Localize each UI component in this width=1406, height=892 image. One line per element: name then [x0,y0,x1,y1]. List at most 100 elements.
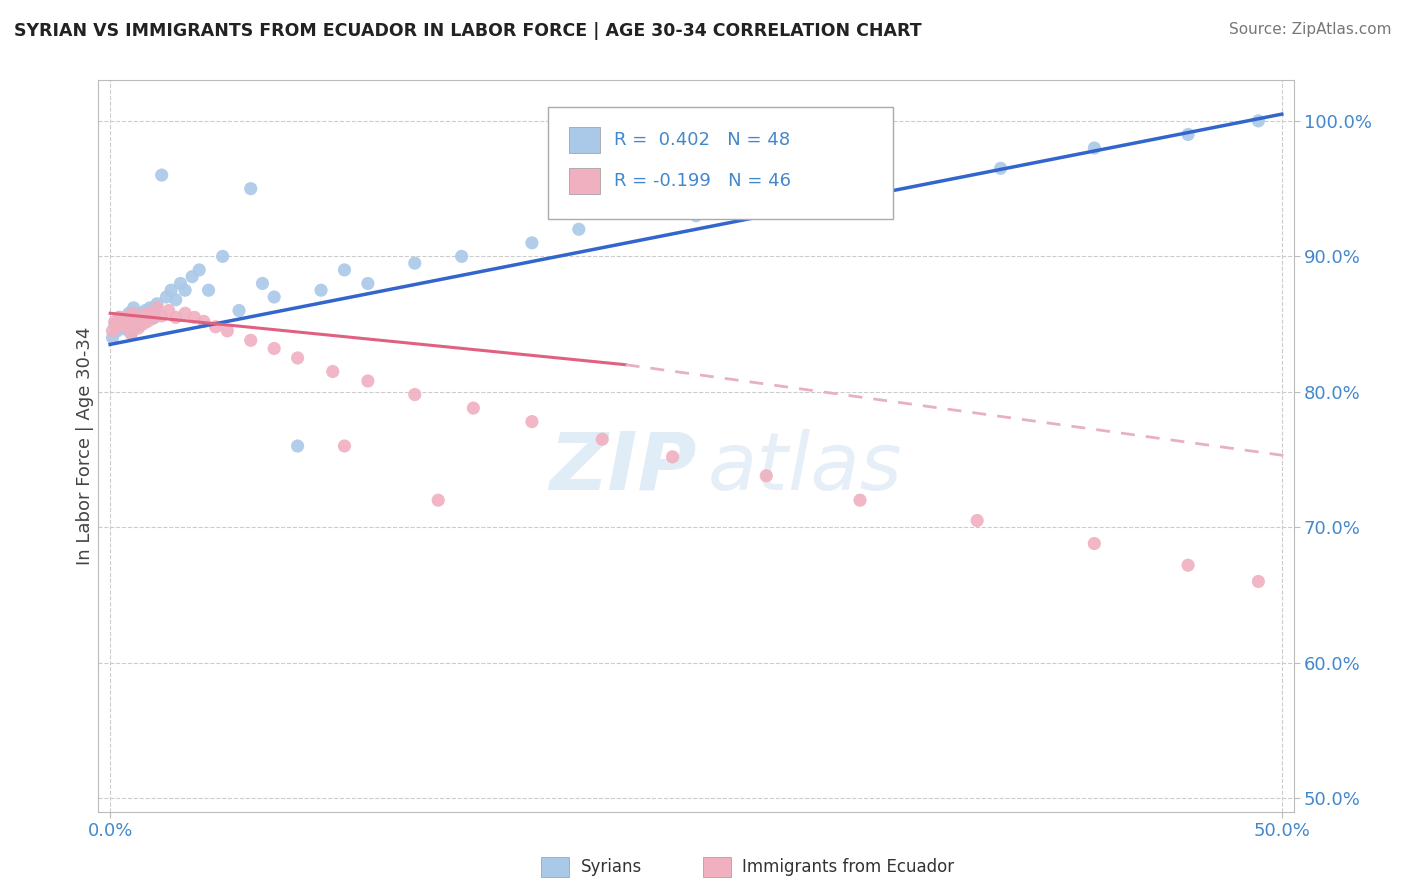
Point [127,318,149,333]
Point [591,432,613,446]
Point [129,306,152,320]
Point [685,209,707,223]
Point [1083,141,1105,155]
Point [174,306,197,320]
Point [193,314,215,328]
Point [122,301,145,315]
Point [165,310,187,325]
Point [322,364,344,378]
Text: Syrians: Syrians [581,858,643,876]
Point [139,306,162,320]
Point [188,263,211,277]
Point [141,311,163,326]
Point [150,309,173,323]
Point [1177,558,1199,573]
Point [105,319,128,334]
Point [111,317,134,331]
Point [197,283,219,297]
Point [801,168,824,182]
Point [111,319,134,334]
Point [239,334,262,348]
Point [520,415,543,429]
Point [134,303,156,318]
Point [115,319,138,334]
Point [146,301,169,315]
Text: R =  0.402   N = 48: R = 0.402 N = 48 [614,131,790,149]
Point [132,314,155,328]
Point [125,314,148,328]
Point [568,222,591,236]
Point [101,324,124,338]
Point [143,310,166,325]
Point [112,314,135,328]
Point [252,277,274,291]
Point [357,374,380,388]
Point [661,450,683,464]
Point [155,290,177,304]
Point [136,314,159,328]
Point [755,468,778,483]
Text: SYRIAN VS IMMIGRANTS FROM ECUADOR IN LABOR FORCE | AGE 30-34 CORRELATION CHART: SYRIAN VS IMMIGRANTS FROM ECUADOR IN LAB… [14,22,922,40]
Point [427,493,450,508]
Point [463,401,485,415]
Text: R = -0.199   N = 46: R = -0.199 N = 46 [614,172,792,190]
Point [104,317,127,331]
Point [125,310,148,325]
Point [118,306,141,320]
Point [333,439,356,453]
Point [112,313,135,327]
Point [181,269,204,284]
Point [127,321,149,335]
Point [108,310,131,325]
Point [287,439,309,453]
Text: atlas: atlas [709,429,903,507]
Point [141,306,163,320]
Point [105,324,128,338]
Point [263,290,285,304]
Point [115,322,138,336]
Point [122,306,145,320]
Point [136,309,159,323]
Point [157,303,180,318]
Point [120,326,142,341]
Point [1247,114,1270,128]
Point [520,235,543,250]
Point [357,277,380,291]
Point [104,314,127,328]
Point [150,168,173,182]
Point [183,310,205,325]
Point [174,283,197,297]
Point [134,308,156,322]
Point [129,310,152,325]
Y-axis label: In Labor Force | Age 30-34: In Labor Force | Age 30-34 [76,326,94,566]
Point [132,317,155,331]
Point [160,283,183,297]
Point [108,310,131,325]
Point [118,309,141,323]
Point [263,342,285,356]
Text: Source: ZipAtlas.com: Source: ZipAtlas.com [1229,22,1392,37]
Point [1177,128,1199,142]
Point [990,161,1012,176]
Point [404,387,426,401]
Point [146,297,169,311]
Point [450,249,472,263]
Point [217,324,239,338]
Text: Immigrants from Ecuador: Immigrants from Ecuador [742,858,955,876]
Text: ZIP: ZIP [548,429,696,507]
Point [309,283,332,297]
Point [211,249,233,263]
Point [120,326,142,341]
Point [404,256,426,270]
Point [1247,574,1270,589]
Point [139,301,162,315]
Point [204,319,226,334]
Point [228,303,250,318]
Point [239,181,262,195]
Point [101,331,124,345]
Point [849,493,872,508]
Point [287,351,309,365]
Point [801,195,824,210]
Point [966,514,988,528]
Point [1083,536,1105,550]
